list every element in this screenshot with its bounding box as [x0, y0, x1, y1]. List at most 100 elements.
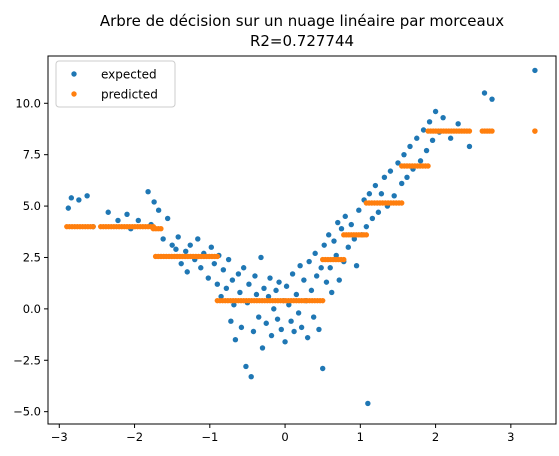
expected-point — [65, 205, 72, 211]
predicted-point — [399, 200, 405, 206]
expected-point — [316, 326, 322, 333]
expected-point — [173, 246, 179, 252]
expected-point — [218, 293, 224, 300]
expected-point — [124, 211, 130, 217]
predicted-point — [90, 223, 96, 230]
expected-point — [145, 188, 151, 195]
expected-point — [211, 260, 218, 267]
expected-point — [238, 324, 245, 331]
y-tick-label: 5.0 — [23, 199, 41, 213]
expected-point — [246, 281, 252, 287]
expected-point — [184, 269, 190, 275]
expected-point — [205, 275, 211, 281]
expected-point — [263, 320, 269, 326]
expected-point — [256, 314, 262, 320]
legend-marker-expected — [71, 71, 77, 77]
expected-point — [423, 147, 430, 154]
expected-point — [363, 223, 370, 230]
expected-point — [187, 242, 193, 248]
expected-point — [372, 182, 379, 189]
chart-title: Arbre de décision sur un nuage linéaire … — [100, 12, 504, 30]
expected-point — [326, 232, 332, 238]
expected-point — [338, 225, 345, 232]
expected-point — [76, 197, 82, 203]
expected-point — [286, 302, 292, 308]
expected-point — [293, 291, 300, 298]
expected-point — [414, 135, 420, 141]
expected-point — [160, 236, 166, 242]
expected-point — [342, 213, 348, 220]
predicted-point — [320, 297, 326, 304]
x-tick-label: −1 — [201, 430, 218, 444]
expected-point — [267, 275, 273, 281]
expected-point — [369, 215, 376, 222]
expected-point — [333, 252, 339, 259]
y-tick-label: 0.0 — [23, 302, 41, 316]
expected-point — [320, 365, 326, 372]
expected-point — [250, 328, 257, 335]
expected-point — [323, 279, 330, 285]
x-tick-label: −3 — [51, 430, 68, 444]
expected-point — [298, 324, 305, 331]
expected-point — [301, 277, 307, 283]
expected-point — [356, 207, 362, 213]
predicted-point — [363, 232, 370, 238]
expected-point — [297, 263, 303, 269]
expected-point — [261, 285, 267, 292]
expected-point — [289, 271, 296, 277]
x-tick-label: 3 — [507, 430, 514, 444]
x-tick-label: −2 — [126, 430, 143, 444]
legend-label-predicted: predicted — [101, 88, 158, 102]
expected-point — [164, 215, 171, 222]
legend-marker-predicted — [71, 91, 77, 97]
expected-point — [335, 219, 341, 226]
expected-point — [387, 168, 394, 174]
predicted-point — [158, 225, 164, 232]
y-tick-label: −2.5 — [13, 353, 41, 367]
expected-point — [220, 267, 227, 273]
expected-point — [253, 291, 260, 298]
expected-point — [183, 248, 189, 255]
expected-point — [208, 244, 215, 250]
expected-point — [283, 283, 290, 289]
expected-point — [313, 273, 320, 279]
expected-point — [440, 114, 446, 121]
expected-point — [426, 119, 433, 125]
expected-point — [348, 221, 354, 228]
expected-point — [327, 265, 333, 271]
expected-point — [175, 234, 181, 240]
expected-point — [223, 285, 230, 292]
expected-point — [155, 207, 162, 213]
expected-point — [232, 337, 239, 343]
expected-point — [404, 174, 410, 180]
legend-label-expected: expected — [101, 68, 157, 82]
expected-point — [274, 316, 281, 322]
expected-point — [381, 174, 388, 180]
expected-point — [68, 195, 75, 201]
y-tick-label: −5.0 — [13, 405, 41, 419]
expected-point — [401, 151, 407, 158]
expected-point — [228, 318, 234, 324]
expected-point — [455, 121, 461, 127]
expected-point — [135, 217, 142, 224]
expected-point — [321, 242, 327, 248]
predicted-point — [341, 256, 347, 263]
y-tick-label: 10.0 — [15, 96, 41, 110]
x-tick-label: 2 — [432, 430, 439, 444]
expected-point — [489, 96, 495, 102]
expected-point — [306, 258, 312, 265]
expected-point — [84, 193, 90, 199]
expected-point — [329, 289, 335, 296]
expected-point — [229, 277, 236, 283]
expected-point — [331, 238, 337, 244]
y-tick-label: 7.5 — [23, 148, 41, 162]
predicted-point — [489, 128, 495, 134]
expected-point — [259, 345, 266, 351]
expected-point — [399, 180, 405, 187]
expected-point — [291, 328, 297, 335]
x-tick-label: 1 — [357, 430, 364, 444]
expected-point — [151, 199, 157, 205]
expected-point — [375, 209, 382, 215]
legend-box — [55, 60, 176, 108]
expected-point — [318, 265, 324, 271]
